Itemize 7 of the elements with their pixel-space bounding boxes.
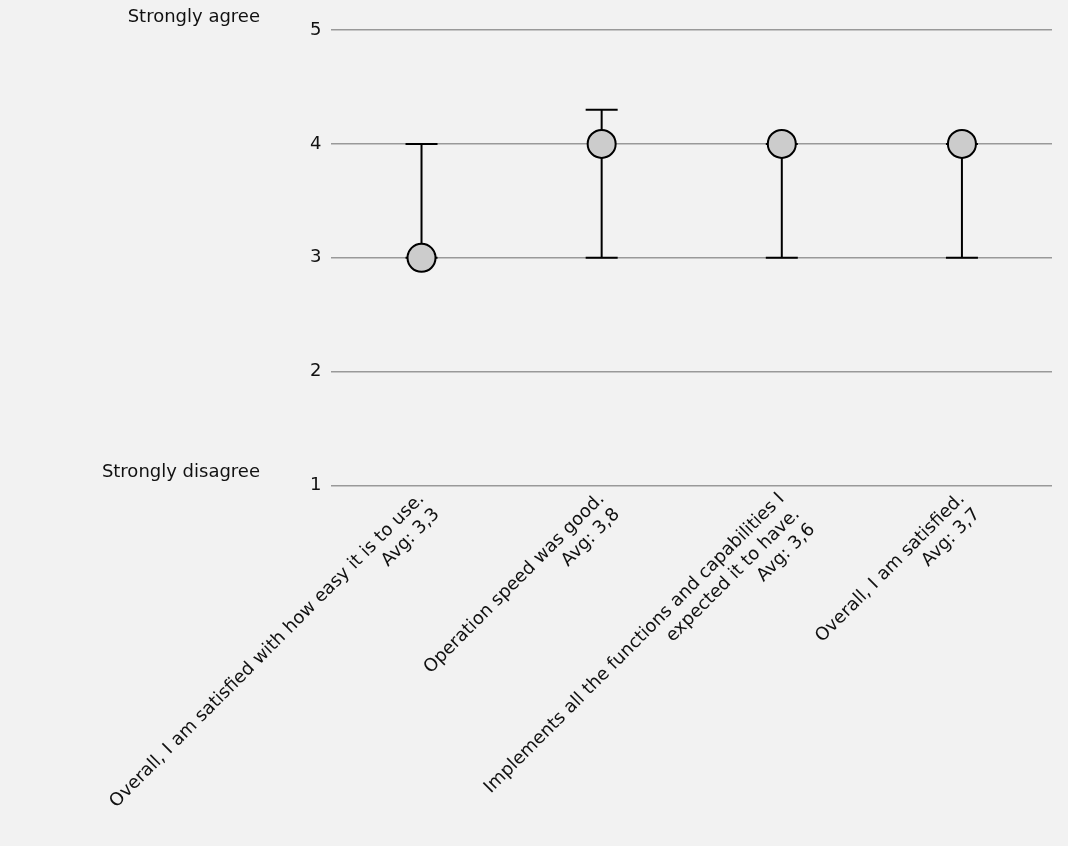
text: Strongly disagree — [101, 460, 260, 482]
text: Strongly agree — [127, 4, 260, 26]
y-tick-label: 3 — [310, 245, 322, 267]
y-tick-label: 2 — [310, 359, 322, 381]
y-tick-label: 5 — [310, 17, 322, 39]
y-tick-label: 1 — [310, 473, 322, 495]
y-tick-label: 4 — [310, 131, 322, 153]
